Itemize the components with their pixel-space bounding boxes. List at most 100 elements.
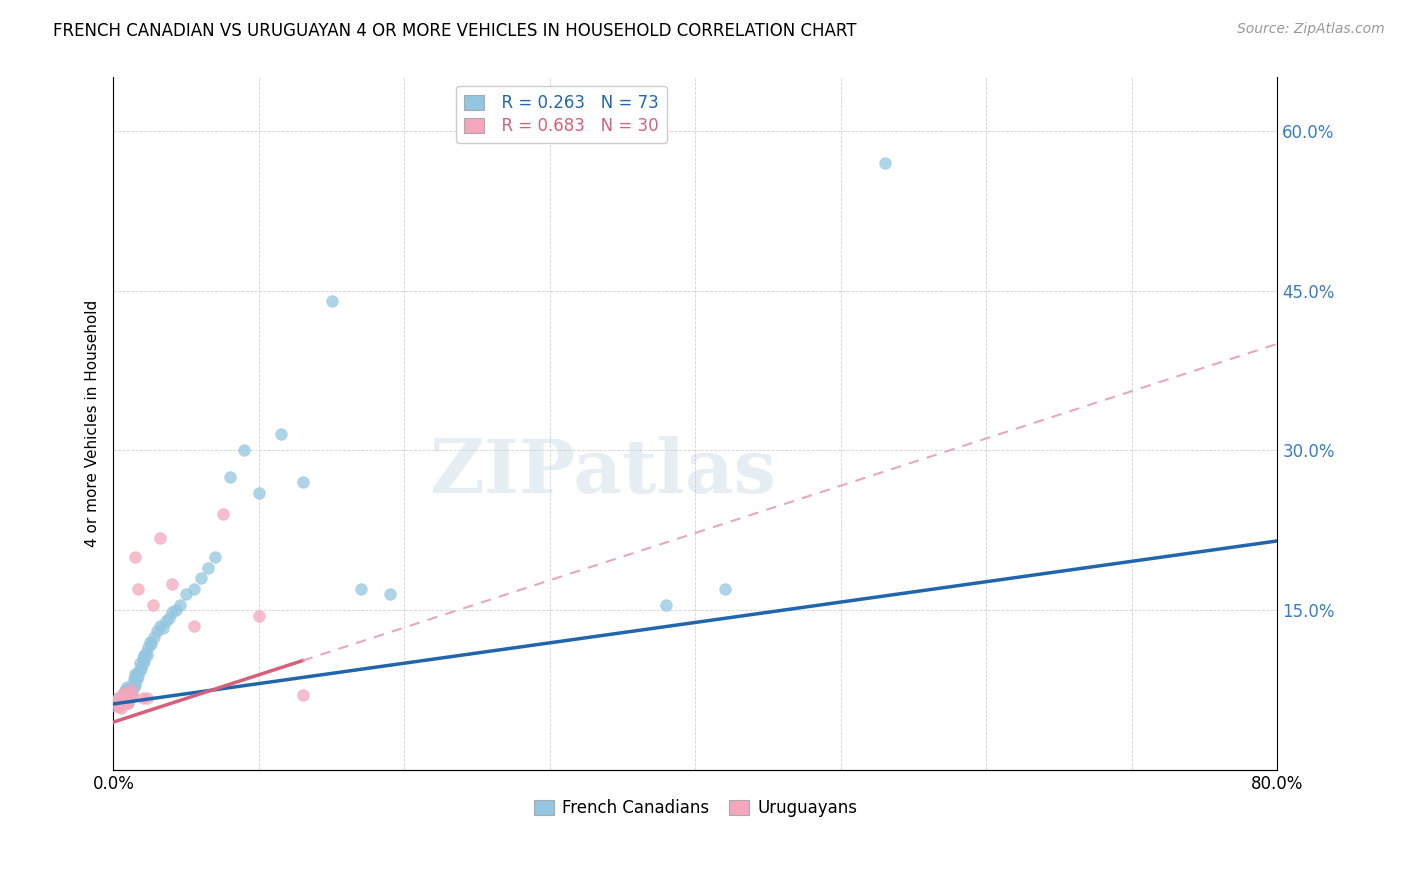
Point: [114, 683, 136, 698]
Point: [108, 699, 131, 714]
Point: [115, 694, 138, 708]
Point: [122, 673, 145, 687]
Point: [117, 690, 139, 705]
Point: [136, 648, 159, 662]
Point: [134, 646, 156, 660]
Point: [128, 662, 150, 676]
Point: [110, 696, 132, 710]
Point: [107, 694, 129, 708]
Point: [378, 587, 401, 601]
Point: [121, 689, 143, 703]
Point: [655, 598, 678, 612]
Point: [121, 686, 143, 700]
Y-axis label: 4 or more Vehicles in Household: 4 or more Vehicles in Household: [86, 300, 100, 548]
Point: [118, 689, 141, 703]
Point: [132, 654, 155, 668]
Point: [111, 696, 134, 710]
Point: [127, 582, 149, 596]
Point: [107, 690, 129, 705]
Point: [124, 678, 146, 692]
Point: [115, 690, 138, 705]
Point: [129, 662, 152, 676]
Point: [125, 673, 148, 687]
Point: [112, 686, 135, 700]
Point: [143, 630, 166, 644]
Point: [114, 694, 136, 708]
Point: [117, 690, 139, 705]
Point: [110, 690, 132, 705]
Point: [124, 549, 146, 564]
Point: [128, 657, 150, 671]
Point: [121, 680, 143, 694]
Point: [190, 571, 212, 585]
Point: [350, 582, 373, 596]
Point: [115, 694, 138, 708]
Point: [270, 427, 292, 442]
Point: [117, 696, 139, 710]
Point: [132, 648, 155, 662]
Point: [114, 694, 136, 708]
Point: [149, 531, 172, 545]
Point: [115, 686, 138, 700]
Point: [110, 701, 132, 715]
Point: [118, 683, 141, 698]
Point: [117, 686, 139, 700]
Point: [117, 683, 139, 698]
Point: [111, 689, 134, 703]
Point: [120, 683, 142, 698]
Point: [125, 667, 148, 681]
Point: [138, 640, 160, 655]
Point: [174, 587, 197, 601]
Point: [873, 155, 896, 169]
Point: [131, 690, 153, 705]
Point: [152, 621, 174, 635]
Point: [127, 665, 149, 679]
Point: [183, 582, 205, 596]
Point: [211, 508, 233, 522]
Point: [127, 669, 149, 683]
Point: [117, 696, 139, 710]
Point: [219, 470, 242, 484]
Point: [112, 690, 135, 705]
Point: [131, 651, 153, 665]
Point: [136, 690, 159, 705]
Point: [157, 610, 180, 624]
Point: [105, 694, 128, 708]
Point: [291, 475, 314, 490]
Point: [139, 635, 162, 649]
Point: [111, 689, 134, 703]
Point: [124, 673, 146, 687]
Point: [118, 690, 141, 705]
Point: [291, 689, 314, 703]
Point: [124, 667, 146, 681]
Point: [120, 683, 142, 698]
Point: [131, 657, 153, 671]
Point: [112, 690, 135, 705]
Point: [112, 694, 135, 708]
Point: [105, 699, 128, 714]
Point: [114, 689, 136, 703]
Point: [165, 603, 187, 617]
Point: [141, 637, 163, 651]
Point: [108, 690, 131, 705]
Point: [111, 694, 134, 708]
Point: [247, 608, 270, 623]
Point: [142, 598, 165, 612]
Point: [112, 686, 135, 700]
Point: [108, 699, 131, 714]
Point: [120, 689, 142, 703]
Point: [146, 624, 169, 639]
Point: [114, 689, 136, 703]
Text: Source: ZipAtlas.com: Source: ZipAtlas.com: [1237, 22, 1385, 37]
Point: [713, 582, 735, 596]
Legend: French Canadians, Uruguayans: French Canadians, Uruguayans: [527, 793, 865, 824]
Point: [160, 605, 183, 619]
Point: [149, 619, 172, 633]
Point: [204, 549, 226, 564]
Point: [169, 598, 191, 612]
Text: ZIPatlas: ZIPatlas: [429, 435, 776, 508]
Point: [321, 294, 343, 309]
Point: [110, 694, 132, 708]
Point: [197, 560, 219, 574]
Point: [122, 680, 145, 694]
